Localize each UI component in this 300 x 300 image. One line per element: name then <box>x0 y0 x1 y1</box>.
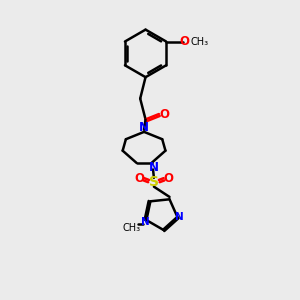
Text: N: N <box>139 121 149 134</box>
Text: O: O <box>164 172 174 185</box>
Text: O: O <box>134 172 144 185</box>
Text: N: N <box>149 161 159 175</box>
Text: CH₃: CH₃ <box>122 223 141 233</box>
Text: O: O <box>160 107 170 121</box>
Text: O: O <box>180 35 190 48</box>
Text: N: N <box>175 212 184 222</box>
Text: CH₃: CH₃ <box>191 37 209 46</box>
Text: N: N <box>141 218 149 227</box>
Text: S: S <box>149 175 159 189</box>
